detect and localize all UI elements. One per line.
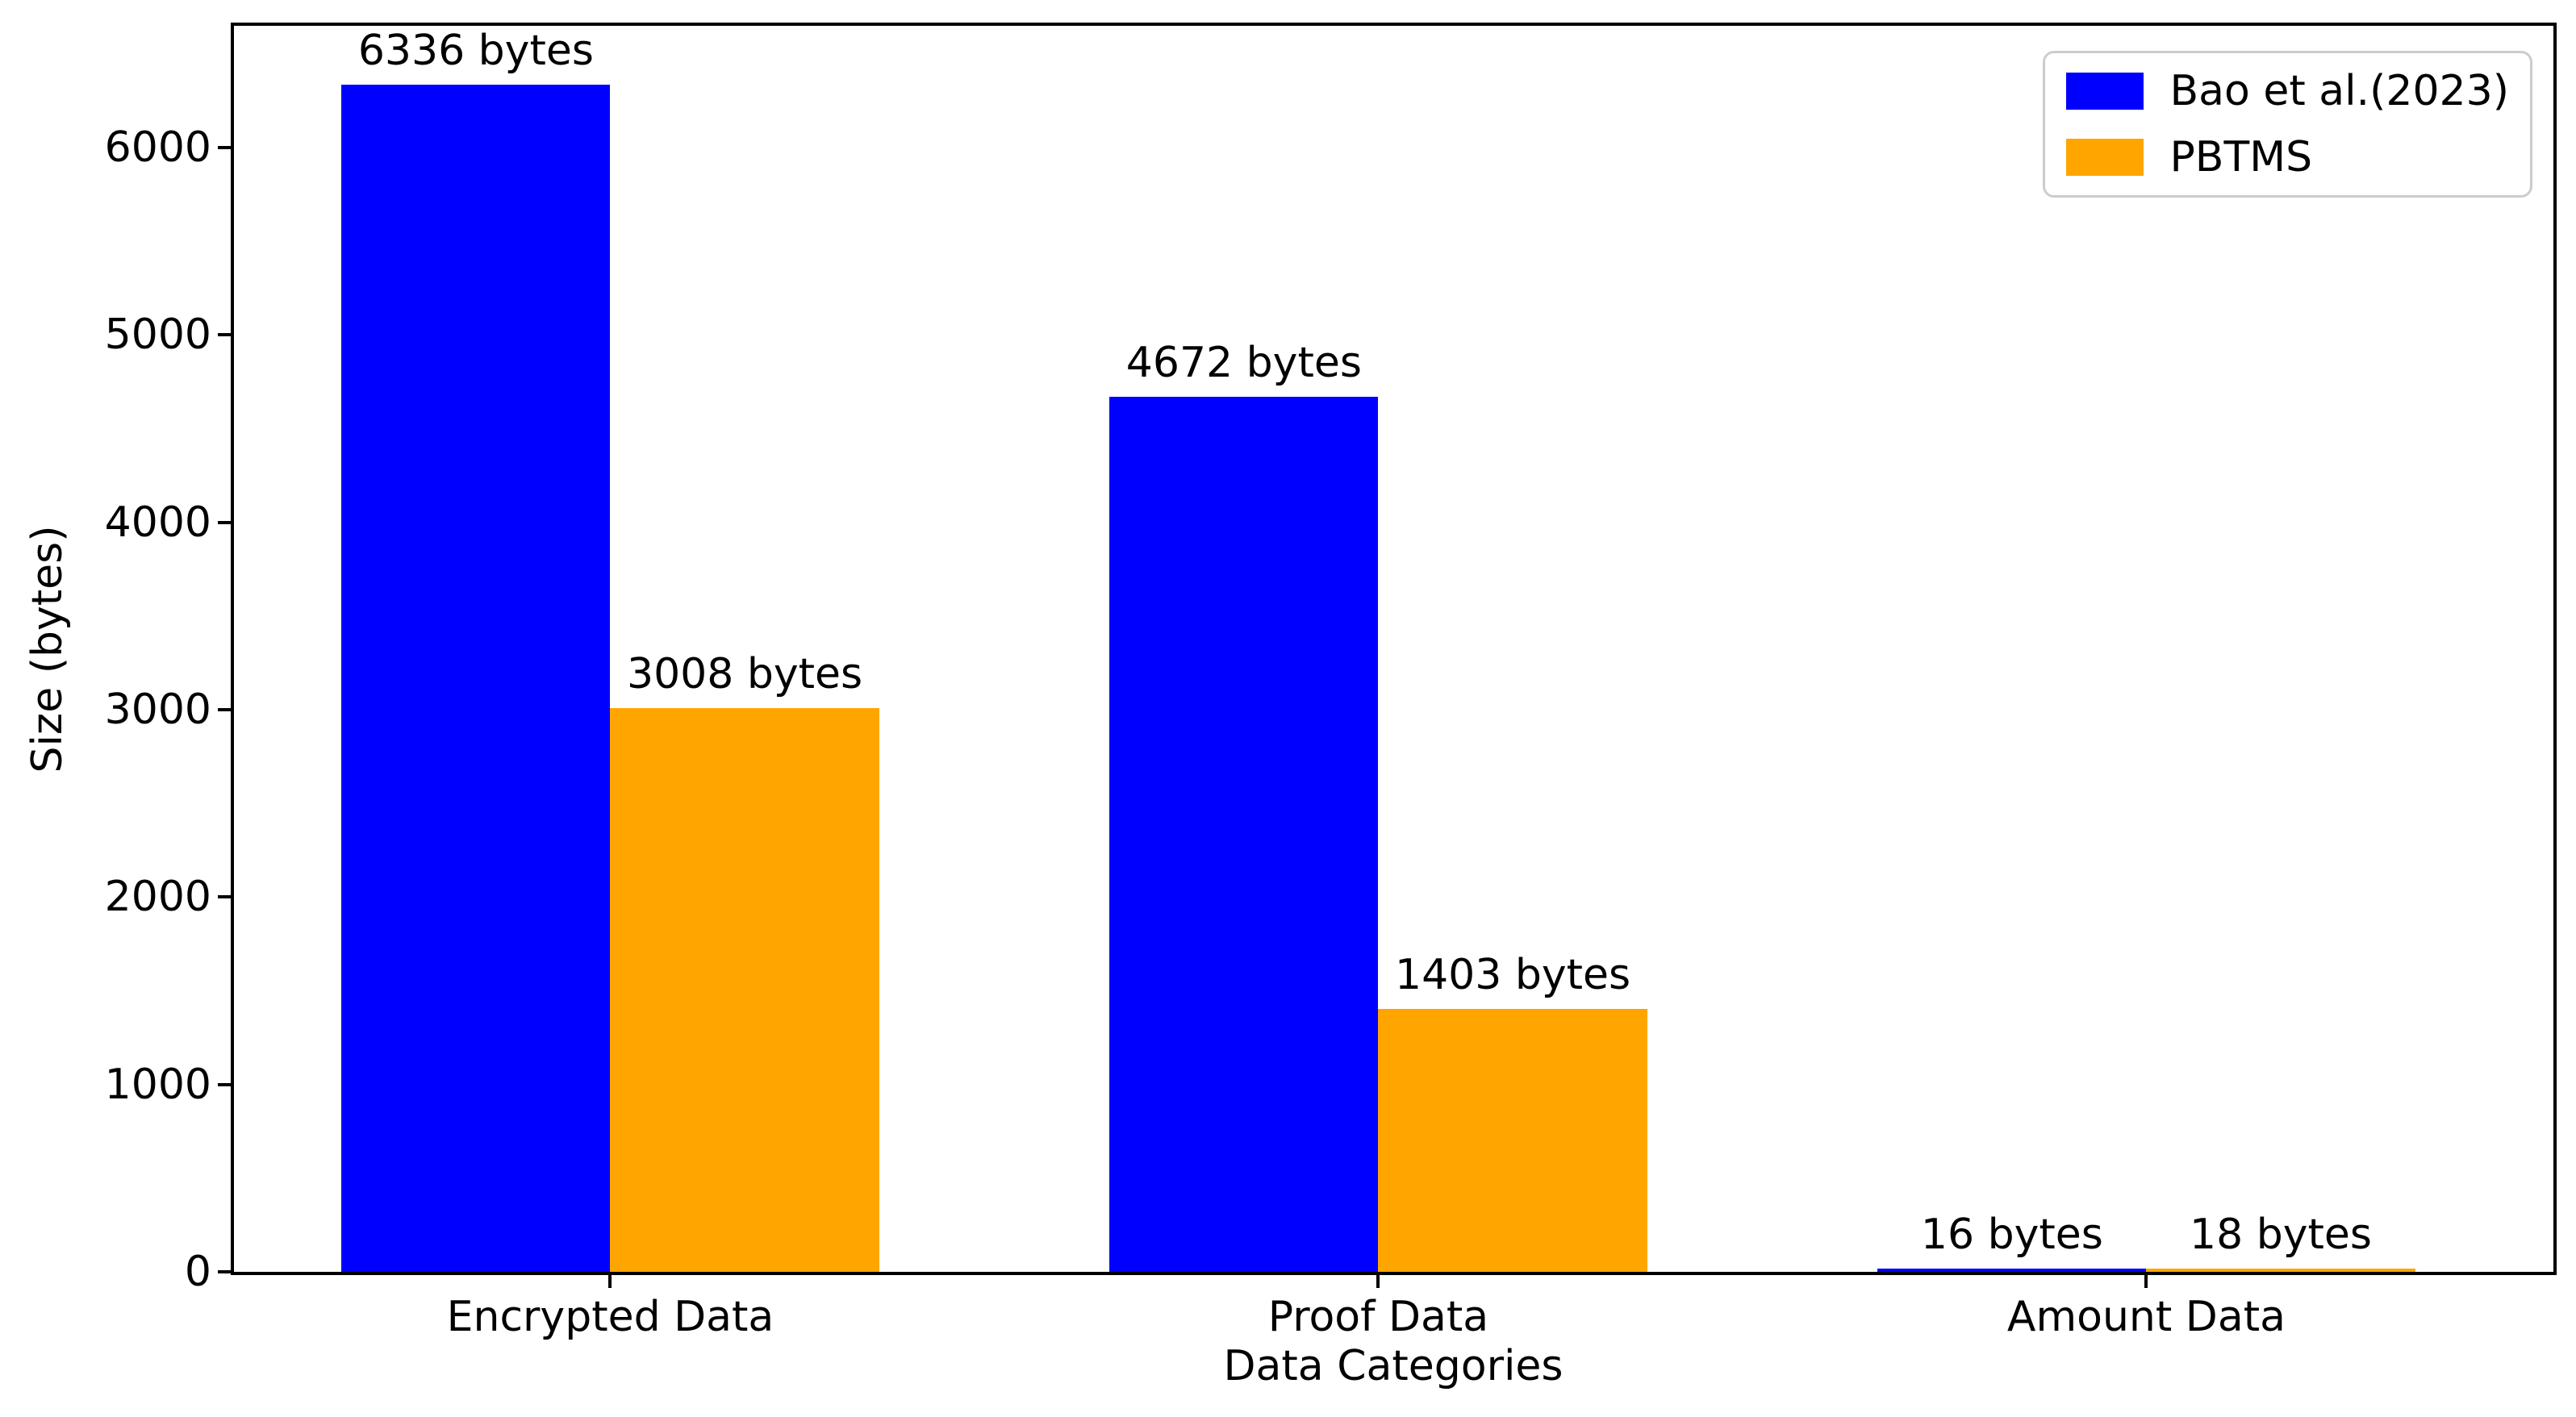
legend-label: Bao et al.(2023) xyxy=(2169,67,2509,115)
bar-value-label: 3008 bytes xyxy=(627,650,863,699)
x-tick xyxy=(1376,1275,1380,1288)
y-tick-label: 2000 xyxy=(104,873,211,922)
bar-value-label: 1403 bytes xyxy=(1394,951,1631,1000)
bar xyxy=(1378,1009,1647,1272)
y-tick-label: 1000 xyxy=(104,1060,211,1109)
bar-value-label: 4672 bytes xyxy=(1125,338,1362,387)
y-tick xyxy=(218,708,231,711)
y-tick-label: 6000 xyxy=(104,123,211,172)
y-tick-label: 3000 xyxy=(104,686,211,734)
y-tick xyxy=(218,333,231,337)
x-tick-label: Proof Data xyxy=(1267,1293,1489,1341)
bar xyxy=(1877,1269,2147,1272)
y-axis-title: Size (bytes) xyxy=(23,525,72,773)
bar xyxy=(1109,396,1379,1272)
y-tick-label: 0 xyxy=(184,1248,211,1296)
legend-swatch xyxy=(2066,139,2144,176)
y-tick xyxy=(218,1270,231,1273)
bar xyxy=(2146,1268,2415,1272)
y-tick xyxy=(218,895,231,899)
y-tick xyxy=(218,146,231,149)
bar xyxy=(610,708,879,1272)
bar-value-label: 16 bytes xyxy=(1920,1211,2103,1260)
legend-item: Bao et al.(2023) xyxy=(2066,66,2509,116)
y-tick-label: 4000 xyxy=(104,498,211,547)
x-tick-label: Amount Data xyxy=(2006,1293,2286,1341)
legend-item: PBTMS xyxy=(2066,132,2509,182)
y-tick-label: 5000 xyxy=(104,310,211,360)
x-axis-title: Data Categories xyxy=(1223,1342,1564,1390)
legend-label: PBTMS xyxy=(2169,133,2313,181)
plot-area: Bao et al.(2023) PBTMS 6336 bytes 4672 byt… xyxy=(231,23,2557,1275)
x-tick xyxy=(608,1275,612,1288)
bar-value-label: 6336 bytes xyxy=(357,26,594,75)
bar-value-label: 18 bytes xyxy=(2190,1210,2373,1259)
y-tick xyxy=(218,520,231,524)
y-tick xyxy=(218,1082,231,1086)
x-tick-label: Encrypted Data xyxy=(446,1293,774,1341)
legend: Bao et al.(2023) PBTMS xyxy=(2043,51,2532,198)
bar xyxy=(341,84,611,1272)
x-tick xyxy=(2144,1275,2148,1288)
legend-swatch xyxy=(2066,73,2144,110)
